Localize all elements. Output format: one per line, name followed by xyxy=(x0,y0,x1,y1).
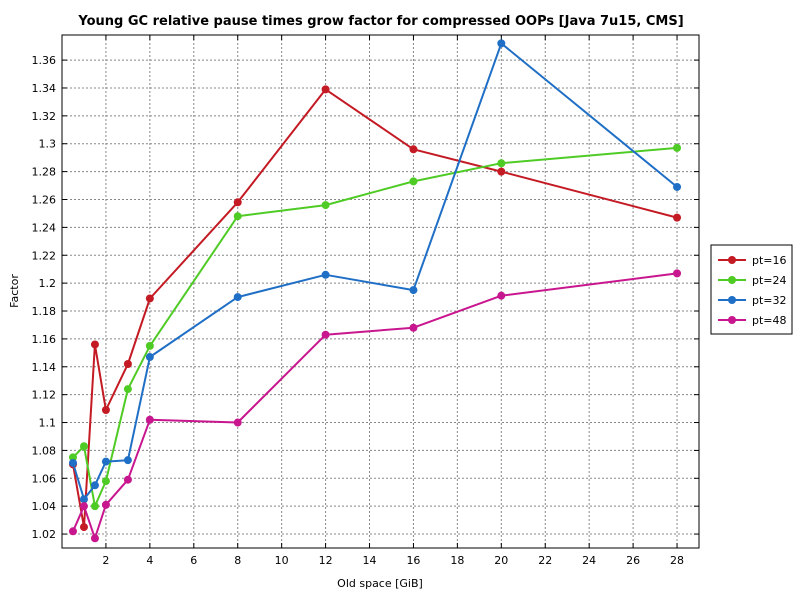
data-point-pt-48 xyxy=(409,323,418,332)
legend-item-pt-16: pt=16 xyxy=(718,254,787,267)
legend-label: pt=48 xyxy=(752,314,787,327)
y-tick-label: 1.34 xyxy=(32,82,57,95)
legend-swatch-marker xyxy=(728,296,736,304)
x-tick-label: 6 xyxy=(190,554,197,567)
y-axis-label: Factor xyxy=(8,274,21,308)
x-tick-label: 22 xyxy=(538,554,552,567)
data-point-pt-16 xyxy=(101,405,110,414)
legend-item-pt-24: pt=24 xyxy=(718,274,787,287)
data-point-pt-16 xyxy=(123,359,132,368)
legend: pt=16 pt=24 pt=32 pt=48 xyxy=(710,244,793,335)
data-point-pt-24 xyxy=(101,477,110,486)
data-point-pt-32 xyxy=(101,457,110,466)
series-pt-16 xyxy=(68,85,682,532)
data-point-pt-32 xyxy=(123,456,132,465)
data-point-pt-24 xyxy=(90,502,99,511)
y-tick-label: 1.12 xyxy=(32,389,57,402)
series-pt-32 xyxy=(68,39,682,504)
data-point-pt-16 xyxy=(321,85,330,94)
data-point-pt-48 xyxy=(90,534,99,543)
data-point-pt-16 xyxy=(79,523,88,532)
data-point-pt-32 xyxy=(321,270,330,279)
x-tick-label: 28 xyxy=(670,554,684,567)
y-tick-label: 1.36 xyxy=(32,54,57,67)
data-point-pt-48 xyxy=(497,291,506,300)
y-tick-label: 1.02 xyxy=(32,528,57,541)
legend-label: pt=24 xyxy=(752,274,787,287)
x-axis-label: Old space [GiB] xyxy=(337,577,423,590)
legend-label: pt=32 xyxy=(752,294,787,307)
y-tick-label: 1.32 xyxy=(32,110,57,123)
x-tick-label: 10 xyxy=(275,554,289,567)
legend-label: pt=16 xyxy=(752,254,787,267)
data-point-pt-16 xyxy=(145,294,154,303)
y-tick-label: 1.26 xyxy=(32,193,57,206)
x-tick-label: 24 xyxy=(582,554,596,567)
data-point-pt-48 xyxy=(233,418,242,427)
x-tick-label: 8 xyxy=(234,554,241,567)
x-tick-label: 14 xyxy=(363,554,377,567)
data-point-pt-24 xyxy=(673,143,682,152)
legend-swatch-marker xyxy=(728,256,736,264)
x-tick-label: 16 xyxy=(406,554,420,567)
legend-item-pt-32: pt=32 xyxy=(718,294,787,307)
y-tick-label: 1.22 xyxy=(32,249,57,262)
data-point-pt-48 xyxy=(79,502,88,511)
data-point-pt-32 xyxy=(409,286,418,295)
data-point-pt-48 xyxy=(673,269,682,278)
data-point-pt-24 xyxy=(497,159,506,168)
data-point-pt-32 xyxy=(673,182,682,191)
data-point-pt-24 xyxy=(145,341,154,350)
x-tick-label: 20 xyxy=(494,554,508,567)
x-tick-label: 12 xyxy=(319,554,333,567)
data-point-pt-32 xyxy=(68,458,77,467)
data-point-pt-32 xyxy=(79,495,88,504)
data-point-pt-32 xyxy=(90,481,99,490)
data-point-pt-24 xyxy=(233,212,242,221)
y-tick-label: 1.04 xyxy=(32,500,57,513)
axis-ticks: 1.02 1.04 1.06 1.08 1.1 1.12 1.14 1.16 1.18 1.2 1.… xyxy=(32,35,699,567)
data-point-pt-32 xyxy=(497,39,506,48)
data-point-pt-48 xyxy=(101,500,110,509)
legend-swatch-marker xyxy=(728,276,736,284)
plot-area-frame xyxy=(61,34,700,549)
x-tick-label: 26 xyxy=(626,554,640,567)
chart-title: Young GC relative pause times grow facto… xyxy=(77,14,683,29)
data-point-pt-32 xyxy=(145,353,154,362)
y-tick-label: 1.06 xyxy=(32,472,57,485)
data-point-pt-24 xyxy=(409,177,418,186)
data-point-pt-32 xyxy=(233,293,242,302)
data-point-pt-16 xyxy=(497,167,506,176)
y-tick-label: 1.18 xyxy=(32,305,57,318)
data-point-pt-16 xyxy=(90,340,99,349)
x-tick-label: 4 xyxy=(146,554,153,567)
data-point-pt-48 xyxy=(321,330,330,339)
data-point-pt-24 xyxy=(79,442,88,451)
y-tick-label: 1.1 xyxy=(39,417,57,430)
series-pt-48 xyxy=(68,269,682,543)
y-tick-label: 1.08 xyxy=(32,444,57,457)
y-tick-label: 1.24 xyxy=(32,221,57,234)
legend-swatch-marker xyxy=(728,316,736,324)
data-point-pt-48 xyxy=(123,475,132,484)
y-tick-label: 1.14 xyxy=(32,361,57,374)
data-point-pt-16 xyxy=(409,145,418,154)
y-tick-label: 1.28 xyxy=(32,166,57,179)
x-tick-label: 2 xyxy=(102,554,109,567)
data-point-pt-16 xyxy=(233,198,242,207)
data-point-pt-48 xyxy=(145,415,154,424)
y-tick-label: 1.2 xyxy=(39,277,57,290)
y-tick-label: 1.16 xyxy=(32,333,57,346)
data-point-pt-24 xyxy=(68,453,77,462)
data-point-pt-24 xyxy=(321,201,330,210)
data-point-pt-48 xyxy=(68,527,77,536)
data-point-pt-24 xyxy=(123,385,132,394)
x-tick-label: 18 xyxy=(450,554,464,567)
y-tick-label: 1.3 xyxy=(39,138,57,151)
data-point-pt-16 xyxy=(673,213,682,222)
series-lines xyxy=(68,39,682,543)
legend-item-pt-48: pt=48 xyxy=(718,314,787,327)
